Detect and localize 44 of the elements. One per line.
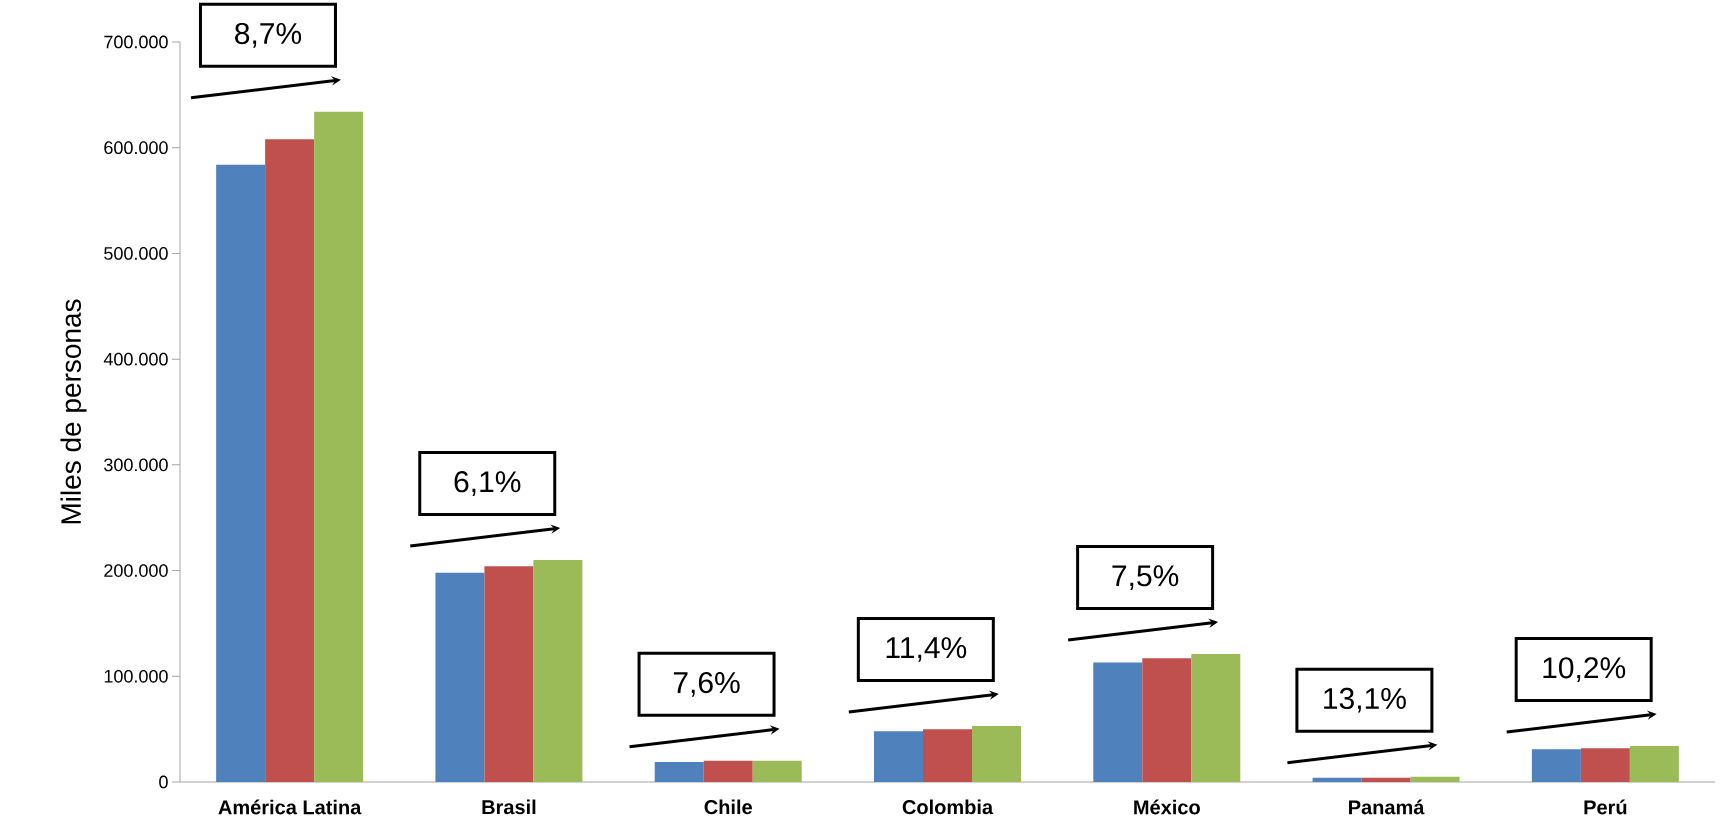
- y-tick-label: 0: [159, 775, 168, 789]
- bar: [533, 560, 583, 782]
- bar: [1531, 749, 1581, 782]
- annotation: 6,1%: [454, 471, 521, 496]
- bar: [654, 761, 704, 782]
- x-tick-label: Perú: [1584, 799, 1627, 815]
- y-tick-label: 100.000: [104, 669, 168, 683]
- x-tick-label: Panamá: [1349, 799, 1425, 815]
- bar: [874, 731, 923, 782]
- bar: [923, 729, 973, 782]
- x-tick-label: Chile: [704, 799, 752, 815]
- y-axis-title: Miles de personas: [60, 299, 87, 524]
- bar: [1312, 777, 1362, 782]
- y-tick-label: 600.000: [104, 141, 168, 155]
- bar: [1191, 654, 1241, 782]
- bar: [752, 760, 802, 782]
- annotation: 11,4%: [886, 637, 967, 662]
- bar: [1410, 776, 1460, 782]
- y-tick-label: 500.000: [104, 247, 168, 260]
- annotation: 7,6%: [673, 671, 740, 697]
- y-tick-label: 700.000: [104, 35, 168, 49]
- bar: [435, 572, 485, 782]
- bar: [1361, 777, 1411, 782]
- annotation: 10,2%: [1543, 657, 1626, 682]
- bar: [1093, 662, 1143, 782]
- annotation: 7,5%: [1112, 565, 1179, 590]
- annotation: 8,7%: [235, 22, 302, 48]
- bar: [484, 566, 534, 782]
- bar: [216, 164, 266, 782]
- bar: [1629, 746, 1679, 782]
- y-tick-label: 300.000: [104, 458, 168, 472]
- bar: [314, 111, 364, 782]
- x-tick-label: América Latina: [218, 799, 362, 815]
- annotation: 13,1%: [1324, 687, 1406, 713]
- y-tick-label: 400.000: [103, 352, 168, 366]
- x-tick-label: Brasil: [482, 799, 536, 815]
- bar: [703, 760, 753, 782]
- bar: [1580, 748, 1630, 782]
- bar: [1142, 658, 1192, 782]
- y-tick-label: 200.000: [104, 564, 168, 577]
- bar: [265, 139, 315, 782]
- x-tick-label: México: [1134, 799, 1200, 815]
- x-tick-label: Colombia: [902, 799, 994, 815]
- bar: [972, 725, 1022, 782]
